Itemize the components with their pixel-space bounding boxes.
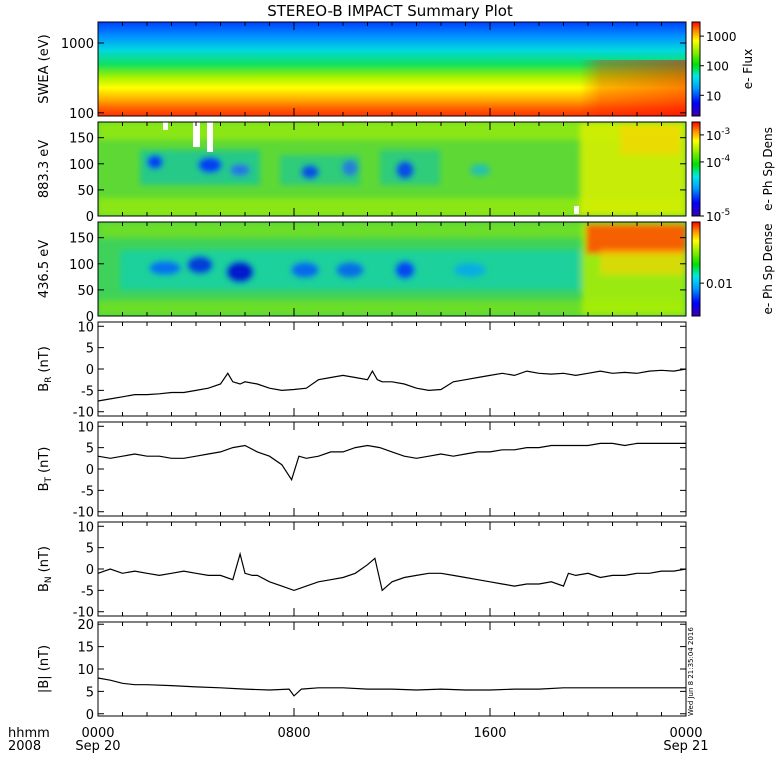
bt-axis-ticks: -10 -5 0 5 10 [73, 420, 687, 521]
swea-ylabel: SWEA (eV) [37, 34, 52, 103]
y-tick-label: 15 [77, 641, 94, 656]
time-tick-label: 0000 [81, 726, 114, 741]
time-tick-label: 0800 [277, 726, 310, 741]
bt-panel: -10 -5 0 5 10 BT(nT) [37, 420, 687, 521]
y-tick-label: 10 [77, 663, 94, 678]
y-tick-label: 0 [86, 708, 94, 723]
colorbar-tick-label: 10-4 [706, 154, 731, 170]
swea-colorbar-label: e- Flux [741, 49, 755, 89]
y-tick-label: 5 [86, 542, 94, 557]
timestamp-label: Wed Jun 8 21:35:04 2016 [687, 627, 695, 716]
y-tick-label: -5 [81, 484, 94, 499]
pad-883-colorbar [691, 121, 701, 217]
time-tick-label: 1600 [473, 726, 506, 741]
y-tick-label: 100 [69, 107, 94, 122]
btotal-panel: 0 5 10 15 20 |B| (nT) Wed Jun 8 21:35:04 201… [37, 618, 695, 723]
bn-panel: -10 -5 0 5 10 BN(nT) [37, 520, 687, 621]
y-tick-label: 5 [86, 442, 94, 457]
y-tick-label: 100 [69, 158, 94, 173]
btotal-series-line [97, 677, 686, 697]
y-tick-label: 10 [77, 320, 94, 335]
colorbar-tick-label: 1000 [706, 30, 737, 44]
swea-colorbar-ticks: 10 100 1000 [700, 30, 737, 103]
colorbar-tick-label: 100 [706, 60, 729, 74]
y-tick-label: 1000 [61, 37, 94, 52]
y-tick-label: -10 [73, 406, 94, 421]
btotal-frame [97, 621, 687, 717]
pad-436-axis-ticks: 0 50 100 150 [69, 222, 687, 325]
pad-883-colorbar-label: e- Ph Sp Dens [761, 127, 775, 211]
y-tick-label: 0 [86, 310, 94, 325]
colorbar-tick-exponent: -3 [721, 127, 730, 137]
date-tick-label: Sep 21 [663, 739, 708, 754]
colorbar-tick-label: 10 [706, 89, 721, 103]
y-tick-label: -10 [73, 606, 94, 621]
pad-436-colorbar-ticks: 0.01 [700, 277, 733, 291]
y-tick-label: 5 [86, 685, 94, 700]
y-tick-label: 50 [77, 284, 94, 299]
pad-883-ylabel: 883.3 eV [37, 140, 52, 198]
colorbar-tick-label: 10-5 [706, 208, 730, 224]
swea-spectrogram-event [580, 60, 686, 116]
colorbar-tick-label: 10-3 [706, 127, 730, 143]
y-tick-label: -5 [81, 384, 94, 399]
date-tick-label: Sep 20 [75, 739, 120, 754]
br-ylabel: BR(nT) [37, 346, 54, 392]
plot-title: STEREO-B IMPACT Summary Plot [267, 2, 513, 20]
time-axis-row-label-hhmm: hhmm [8, 726, 50, 741]
bn-axis-ticks: -10 -5 0 5 10 [73, 520, 687, 621]
br-axis-ticks: -10 -5 0 5 10 [73, 320, 687, 421]
y-tick-label: 100 [69, 258, 94, 273]
pad-436-colorbar-label: e- Ph Sp Dense [761, 223, 775, 314]
pad-883-colorbar-ticks: 10-5 10-4 10-3 [700, 127, 731, 224]
bt-series-line [97, 442, 686, 482]
br-panel: -10 -5 0 5 10 BR(nT) [37, 320, 687, 421]
pad-436-panel: 0 50 100 150 436.5 eV 0.01 e- Ph Sp Dense [37, 221, 775, 325]
y-tick-label: 20 [77, 618, 94, 633]
pad-883-panel: 0 50 100 150 883.3 eV 10-5 10-4 10-3 e- Ph Sp… [37, 121, 775, 225]
btotal-axis-ticks: 0 5 10 15 20 [77, 618, 687, 723]
swea-axis-ticks: 100 1000 [61, 22, 687, 122]
y-tick-label: 5 [86, 342, 94, 357]
pad-436-colorbar [691, 221, 701, 317]
y-tick-label: 150 [69, 132, 94, 147]
pad-436-ylabel: 436.5 eV [37, 240, 52, 298]
time-tick-label: 0000 [669, 726, 702, 741]
y-tick-label: 0 [86, 463, 94, 478]
colorbar-tick-exponent: -4 [721, 154, 730, 164]
bt-frame [97, 421, 687, 517]
y-tick-label: 0 [86, 210, 94, 225]
y-tick-label: 50 [77, 184, 94, 199]
colorbar-tick-exponent: -5 [721, 208, 730, 218]
bn-series-line [97, 551, 687, 592]
btotal-ylabel: |B| (nT) [37, 645, 52, 693]
y-tick-label: 0 [86, 363, 94, 378]
y-tick-label: -10 [73, 506, 94, 521]
br-frame [97, 321, 687, 417]
y-tick-label: 150 [69, 232, 94, 247]
time-axis-row-label-year: 2008 [8, 739, 41, 754]
swea-colorbar [691, 21, 701, 117]
bt-ylabel: BT(nT) [37, 447, 54, 492]
y-tick-label: -5 [81, 584, 94, 599]
br-series-line [97, 368, 687, 402]
bn-frame [97, 521, 687, 617]
swea-spectrogram-panel: 100 1000 SWEA (eV) 10 100 1000 e- Flux [37, 21, 755, 122]
y-tick-label: 10 [77, 520, 94, 535]
bn-ylabel: BN(nT) [37, 546, 54, 592]
y-tick-label: 10 [77, 420, 94, 435]
pad-883-axis-ticks: 0 50 100 150 [69, 122, 687, 225]
y-tick-label: 0 [86, 563, 94, 578]
colorbar-tick-label: 0.01 [706, 277, 733, 291]
